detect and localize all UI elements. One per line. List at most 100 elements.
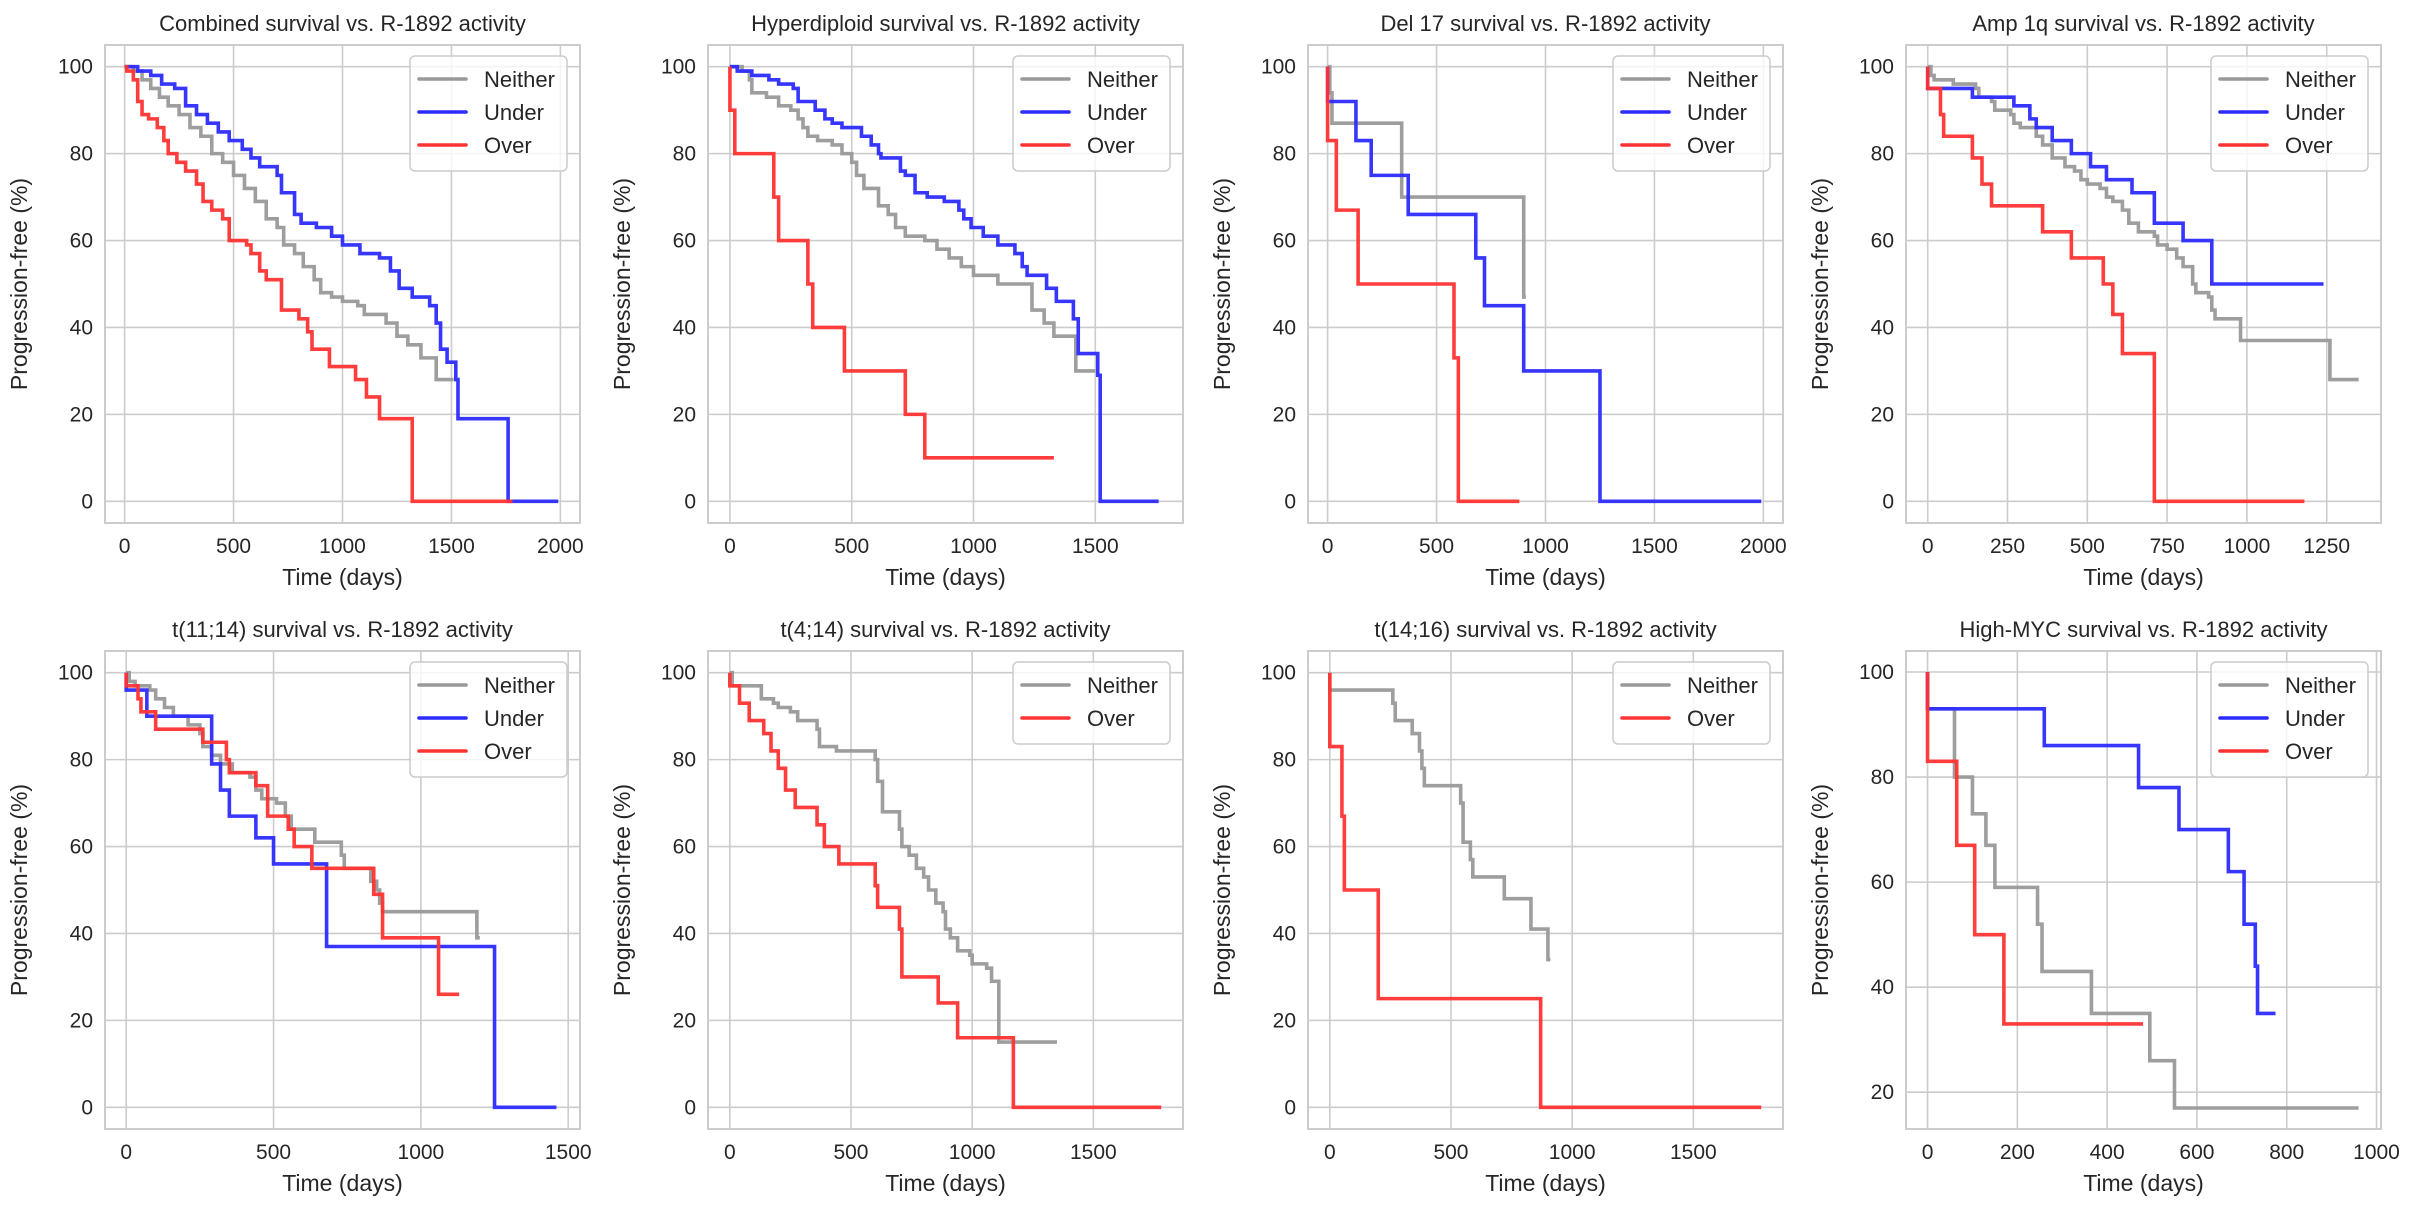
y-tick-label: 60 [1273, 230, 1296, 253]
y-tick-label: 0 [684, 1096, 696, 1119]
y-tick-label: 80 [673, 143, 696, 166]
series-line-over [1325, 66, 1520, 504]
x-tick-label: 1500 [1631, 535, 1678, 558]
x-tick-label: 500 [256, 1141, 291, 1164]
legend-label-over: Over [1687, 706, 1735, 731]
y-tick-label: 100 [58, 56, 93, 79]
y-tick-label: 80 [1871, 143, 1894, 166]
legend-label-neither: Neither [1687, 67, 1758, 92]
x-tick-label: 500 [833, 1141, 868, 1164]
chart-title: t(4;14) survival vs. R-1892 activity [780, 617, 1110, 642]
x-tick-label: 1000 [949, 1141, 996, 1164]
legend: Neither Under Over [409, 661, 568, 778]
axes-frame [104, 650, 581, 1130]
x-tick-label: 500 [2070, 535, 2105, 558]
x-tick-label: 0 [119, 535, 131, 558]
x-axis-label: Time (days) [1485, 564, 1606, 590]
legend: Neither Under Over [2210, 55, 2369, 172]
x-axis-label: Time (days) [1485, 1170, 1606, 1196]
series-line-neither [124, 64, 454, 382]
series-line-neither [1327, 64, 1526, 299]
y-tick-label: 20 [1273, 403, 1296, 426]
x-tick-label: 750 [2150, 535, 2185, 558]
chart-title: Amp 1q survival vs. R-1892 activity [1972, 11, 2314, 36]
y-tick-label: 20 [673, 403, 696, 426]
y-tick-label: 100 [1261, 56, 1296, 79]
x-tick-label: 0 [120, 1141, 132, 1164]
x-tick-label: 0 [724, 1141, 736, 1164]
x-tick-label: 1250 [2303, 535, 2350, 558]
y-tick-label: 80 [1273, 749, 1296, 772]
y-axis-label: Progression-free (%) [6, 178, 32, 390]
legend-label-neither: Neither [484, 67, 555, 92]
x-tick-label: 2000 [1740, 535, 1787, 558]
series-line-neither [1925, 672, 2359, 1110]
y-axis-label: Progression-free (%) [609, 784, 635, 996]
axes-frame [707, 44, 1184, 524]
y-tick-label: 20 [1871, 403, 1894, 426]
axes-frame [1307, 44, 1784, 524]
chart-title: Combined survival vs. R-1892 activity [159, 11, 526, 36]
chart-title: Hyperdiploid survival vs. R-1892 activit… [751, 11, 1140, 36]
series-line-over [1925, 672, 2144, 1026]
y-tick-label: 40 [1871, 976, 1894, 999]
y-tick-label: 40 [1871, 316, 1894, 339]
y-tick-label: 100 [661, 662, 696, 685]
y-tick-label: 0 [81, 490, 93, 513]
x-tick-label: 400 [2090, 1141, 2125, 1164]
y-tick-label: 60 [1273, 836, 1296, 859]
legend-label-over: Over [484, 739, 532, 764]
series-line-over [728, 672, 1162, 1110]
legend: Neither Over [1612, 661, 1771, 745]
series-line-over [728, 66, 1054, 460]
legend-label-over: Over [484, 133, 532, 158]
x-axis-label: Time (days) [885, 564, 1006, 590]
y-tick-label: 60 [1871, 871, 1894, 894]
axes-frame [1905, 650, 2382, 1130]
x-axis-label: Time (days) [885, 1170, 1006, 1196]
chart-title: t(11;14) survival vs. R-1892 activity [172, 617, 513, 642]
x-tick-label: 500 [834, 535, 869, 558]
y-axis-label: Progression-free (%) [1209, 178, 1235, 390]
legend-label-over: Over [2285, 133, 2333, 158]
y-tick-label: 40 [1273, 922, 1296, 945]
y-axis-label: Progression-free (%) [6, 784, 32, 996]
x-tick-label: 0 [1324, 1141, 1336, 1164]
x-axis-label: Time (days) [282, 564, 403, 590]
axes-frame [104, 44, 581, 524]
y-tick-label: 20 [70, 1009, 93, 1032]
x-axis-label: Time (days) [282, 1170, 403, 1196]
y-tick-label: 20 [70, 403, 93, 426]
y-tick-label: 60 [1871, 230, 1894, 253]
legend-label-under: Under [484, 706, 544, 731]
chart-title: t(14;16) survival vs. R-1892 activity [1374, 617, 1716, 642]
y-tick-label: 40 [70, 316, 93, 339]
x-tick-label: 1000 [319, 535, 366, 558]
y-tick-label: 100 [661, 56, 696, 79]
legend: Neither Under Over [409, 55, 568, 172]
x-axis-label: Time (days) [2083, 564, 2204, 590]
series-line-over [124, 672, 460, 997]
legend-label-over: Over [1087, 133, 1135, 158]
y-axis-label: Progression-free (%) [1807, 178, 1833, 390]
legend-label-over: Over [1687, 133, 1735, 158]
legend-label-under: Under [484, 100, 544, 125]
x-tick-label: 250 [1990, 535, 2025, 558]
y-tick-label: 60 [70, 836, 93, 859]
legend: Neither Under Over [1612, 55, 1771, 172]
x-tick-label: 1000 [950, 535, 997, 558]
legend-label-neither: Neither [2285, 67, 2356, 92]
y-tick-label: 0 [81, 1096, 93, 1119]
series-line-under [124, 64, 559, 504]
y-axis-label: Progression-free (%) [1807, 784, 1833, 996]
y-tick-label: 40 [1273, 316, 1296, 339]
x-tick-label: 1500 [1070, 1141, 1117, 1164]
y-tick-label: 40 [673, 316, 696, 339]
legend-label-over: Over [1087, 706, 1135, 731]
panel-7: 0 500 1000 1500 0 20 40 60 80 100 t(14;16) surviva… [1209, 617, 1784, 1196]
y-tick-label: 40 [70, 922, 93, 945]
legend-label-under: Under [1087, 100, 1147, 125]
x-tick-label: 600 [2179, 1141, 2214, 1164]
x-tick-label: 1500 [545, 1141, 592, 1164]
